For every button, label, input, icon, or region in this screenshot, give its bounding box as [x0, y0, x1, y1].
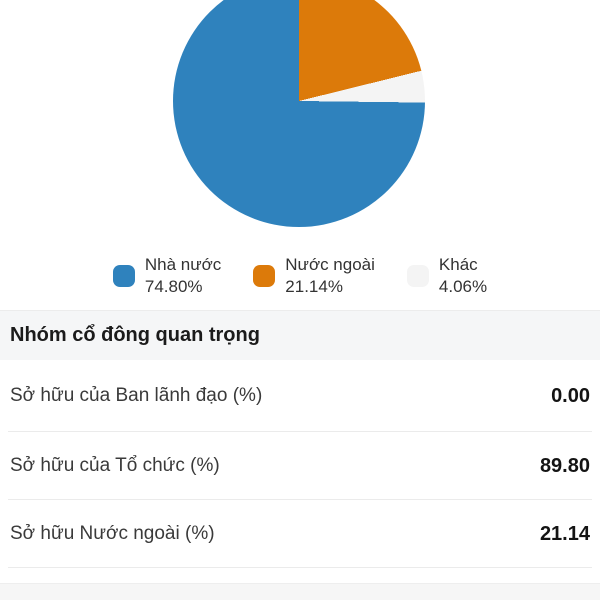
- stat-value: 0.00: [551, 384, 590, 407]
- legend-swatch-blue: [112, 265, 135, 287]
- legend-label: Khác 4.06%: [438, 255, 488, 296]
- section-title: Nhóm cổ đông quan trọng: [10, 324, 260, 346]
- legend-item-nha-nuoc[interactable]: Nhà nước 74.80%: [112, 254, 222, 298]
- legend-item-khac[interactable]: Khác 4.06%: [406, 254, 488, 298]
- ownership-pie-chart[interactable]: [173, 0, 425, 227]
- stat-row-ban-lanh-dao: Sở hữu của Ban lãnh đạo (%) 0.00: [0, 360, 600, 432]
- stat-row-to-chuc: Sở hữu của Tổ chức (%) 89.80: [0, 432, 600, 500]
- stat-label: Sở hữu của Ban lãnh đạo (%): [10, 385, 263, 406]
- stat-label: Sở hữu của Tổ chức (%): [10, 455, 220, 476]
- stat-rows: Sở hữu của Ban lãnh đạo (%) 0.00 Sở hữu …: [0, 360, 600, 568]
- legend-swatch-orange: [253, 265, 276, 287]
- stat-value: 21.14: [539, 522, 590, 545]
- legend-item-nuoc-ngoai[interactable]: Nước ngoài 21.14%: [253, 254, 375, 298]
- legend-swatch-gray: [406, 265, 429, 287]
- section-divider-band: [0, 583, 600, 600]
- section-header: Nhóm cổ đông quan trọng: [0, 310, 600, 360]
- stat-value: 89.80: [539, 454, 590, 477]
- legend-label: Nhà nước 74.80%: [144, 255, 222, 296]
- stat-label: Sở hữu Nước ngoài (%): [10, 523, 215, 544]
- legend-label: Nước ngoài 21.14%: [285, 255, 375, 296]
- pie-legend: Nhà nước 74.80% Nước ngoài 21.14% Khác 4…: [0, 254, 600, 298]
- stat-row-nuoc-ngoai: Sở hữu Nước ngoài (%) 21.14: [0, 500, 600, 568]
